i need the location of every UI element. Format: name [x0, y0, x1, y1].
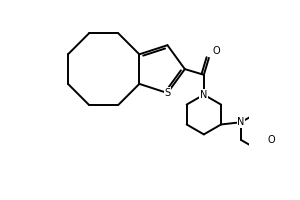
Text: O: O [212, 46, 220, 56]
Text: N: N [237, 117, 245, 127]
Text: N: N [200, 90, 208, 100]
Text: S: S [164, 88, 170, 98]
Text: O: O [268, 135, 275, 145]
